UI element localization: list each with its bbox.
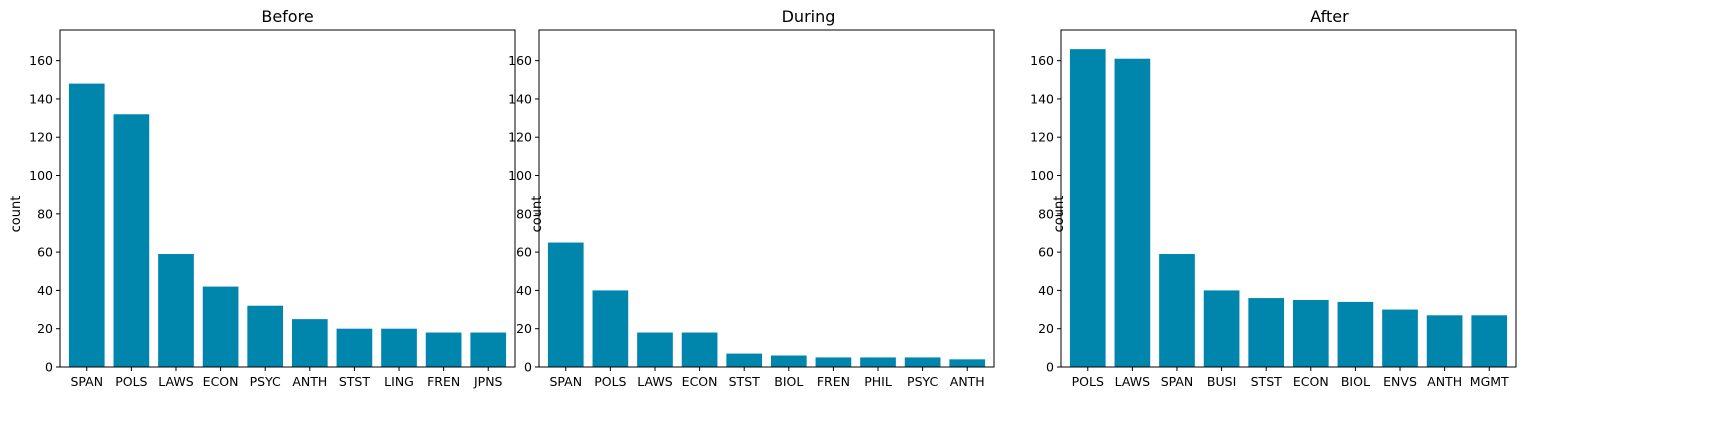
y-tick-label: 80: [37, 206, 53, 221]
x-tick-label: SPAN: [549, 374, 582, 389]
x-tick-label: JPNS: [473, 374, 503, 389]
y-tick-label: 20: [516, 321, 532, 336]
bar-laws: [637, 332, 673, 367]
y-tick-label: 80: [1038, 206, 1054, 221]
x-tick-label: ECON: [1293, 374, 1329, 389]
plot-frame: [538, 29, 995, 368]
bar-pols: [1069, 49, 1106, 368]
y-tick-label: 0: [45, 360, 53, 375]
bar-span: [68, 83, 105, 368]
bar-econ: [681, 332, 718, 367]
y-tick-label: 100: [1030, 168, 1054, 183]
x-tick-label: ANTH: [950, 374, 985, 389]
x-tick-label: POLS: [594, 374, 626, 389]
y-tick-label: 0: [1046, 360, 1054, 375]
y-tick-label: 40: [1038, 283, 1054, 298]
bar-pols: [113, 114, 150, 367]
bar-busi: [1203, 290, 1240, 367]
x-tick-label: BIOL: [1341, 374, 1370, 389]
bar-stst: [1248, 298, 1285, 367]
plot-frame: [1060, 29, 1517, 368]
chart-panel-after: After count POLS LAWS SPAN BUSI STST ECON BIOL…: [1030, 7, 1517, 389]
bar-span: [547, 242, 584, 367]
x-tick-label: PSYC: [250, 374, 281, 389]
x-tick-label: ENVS: [1383, 374, 1417, 389]
bar-biol: [770, 355, 807, 367]
bar-laws: [1114, 58, 1151, 367]
bar-mgmt: [1471, 315, 1508, 367]
bar-psyc: [904, 357, 941, 367]
x-tick-label: ECON: [203, 374, 239, 389]
x-tick-label: SPAN: [70, 374, 103, 389]
bar-anth: [949, 359, 986, 367]
y-tick-label: 140: [29, 91, 53, 106]
bar-phil: [860, 357, 896, 367]
bar-stst: [336, 328, 373, 367]
y-tick-label: 120: [29, 130, 53, 145]
y-tick-label: 40: [37, 283, 53, 298]
bar-psyc: [247, 305, 284, 367]
y-tick-label: 140: [1030, 91, 1054, 106]
y-tick-label: 160: [508, 53, 532, 68]
x-tick-label: STST: [1251, 374, 1283, 389]
x-tick-label: STST: [339, 374, 371, 389]
y-tick-label: 140: [508, 91, 532, 106]
bar-pols: [592, 290, 629, 367]
x-tick-label: FREN: [427, 374, 460, 389]
x-tick-label: BUSI: [1207, 374, 1236, 389]
y-tick-label: 60: [1038, 245, 1054, 260]
bar-econ: [1292, 299, 1329, 367]
y-tick-label: 0: [524, 360, 532, 375]
y-tick-label: 60: [37, 245, 53, 260]
x-tick-label: LAWS: [1115, 374, 1150, 389]
bar-envs: [1382, 309, 1418, 367]
y-tick-label: 160: [1030, 53, 1054, 68]
y-tick-label: 40: [516, 283, 532, 298]
chart-panel-during: During count SPAN POLS LAWS ECON STST BIOL FRE…: [508, 7, 995, 389]
x-tick-label: LAWS: [637, 374, 672, 389]
chart-title: Before: [261, 7, 313, 26]
x-tick-label: FREN: [817, 374, 850, 389]
bar-anth: [291, 319, 328, 367]
y-tick-label: 20: [37, 321, 53, 336]
y-tick-label: 60: [516, 245, 532, 260]
x-tick-label: MGMT: [1470, 374, 1509, 389]
x-tick-label: STST: [729, 374, 761, 389]
chart-title: During: [782, 7, 836, 26]
x-tick-label: LAWS: [158, 374, 193, 389]
x-tick-label: ANTH: [1427, 374, 1462, 389]
x-tick-label: POLS: [1072, 374, 1104, 389]
bar-econ: [202, 286, 239, 367]
y-tick-label: 120: [508, 130, 532, 145]
y-axis-label: count: [9, 196, 24, 233]
bar-fren: [425, 332, 462, 367]
chart-panel-before: Before count SPAN POLS LAWS ECON PSYC ANTH STS…: [9, 7, 516, 389]
x-tick-label: SPAN: [1161, 374, 1194, 389]
x-tick-label: ANTH: [292, 374, 327, 389]
bar-laws: [158, 254, 194, 367]
x-tick-label: PHIL: [864, 374, 892, 389]
x-tick-label: LING: [384, 374, 414, 389]
x-tick-label: PSYC: [907, 374, 938, 389]
x-tick-label: ECON: [682, 374, 718, 389]
y-tick-label: 120: [1030, 130, 1054, 145]
y-tick-label: 100: [508, 168, 532, 183]
bar-biol: [1337, 301, 1374, 367]
x-tick-label: POLS: [115, 374, 147, 389]
bar-jpns: [470, 332, 507, 367]
bar-fren: [815, 357, 852, 367]
y-tick-label: 100: [29, 168, 53, 183]
y-tick-label: 160: [29, 53, 53, 68]
bar-anth: [1426, 315, 1463, 367]
x-tick-label: BIOL: [774, 374, 803, 389]
bar-ling: [381, 328, 417, 367]
chart-title: After: [1310, 7, 1349, 26]
y-tick-label: 20: [1038, 321, 1054, 336]
y-tick-label: 80: [516, 206, 532, 221]
bar-span: [1159, 254, 1195, 367]
bar-stst: [726, 353, 763, 367]
plot-frame: [59, 29, 516, 368]
